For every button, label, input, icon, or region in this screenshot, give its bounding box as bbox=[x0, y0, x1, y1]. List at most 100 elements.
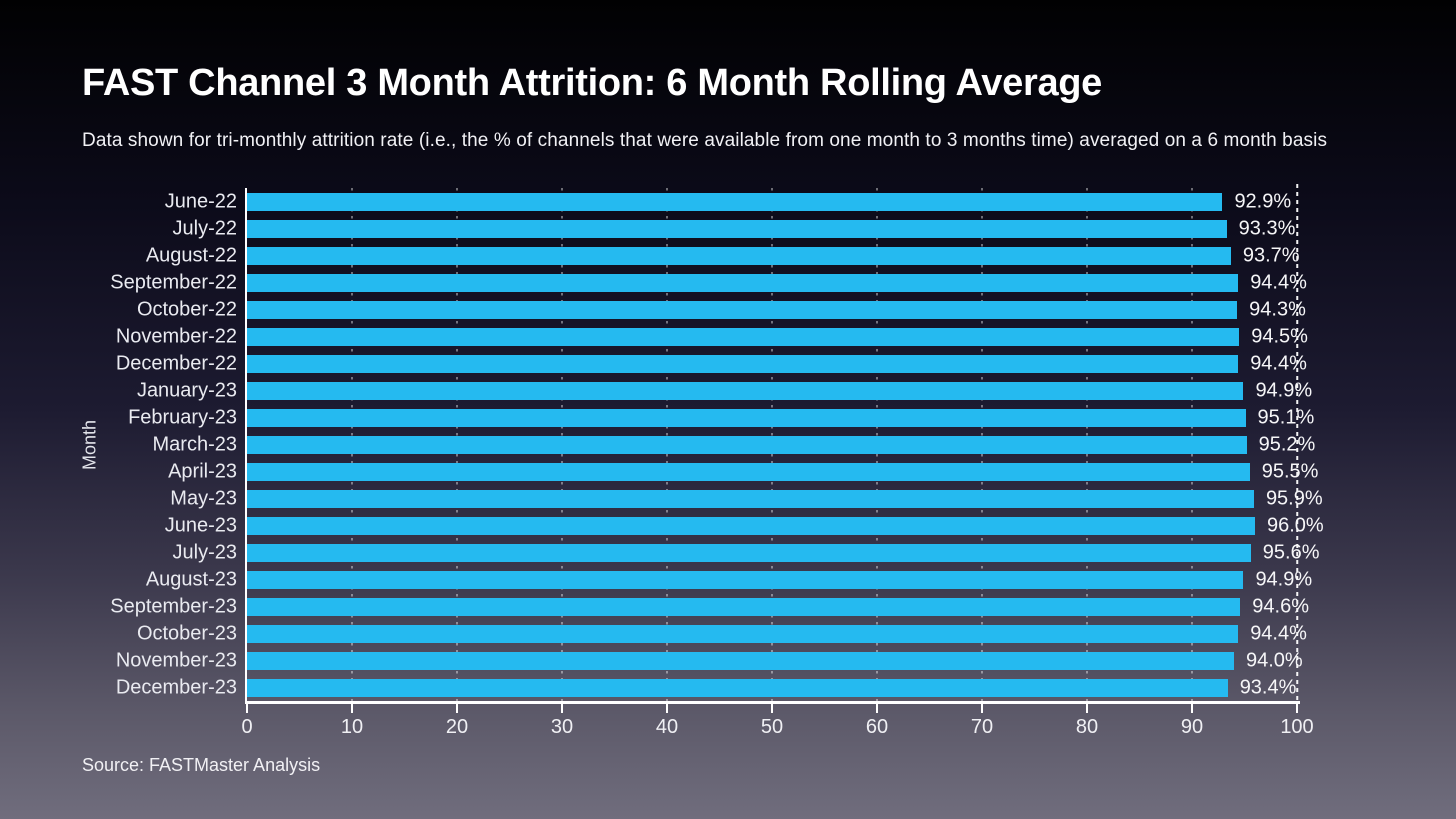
category-label: January-23 bbox=[136, 379, 237, 401]
bar-row: June-22 92.9% bbox=[165, 188, 1297, 215]
category-label: March-23 bbox=[152, 433, 237, 455]
value-label: 94.4% bbox=[1250, 622, 1307, 644]
page-title: FAST Channel 3 Month Attrition: 6 Month … bbox=[82, 62, 1103, 104]
value-label: 96.0% bbox=[1267, 514, 1324, 536]
bar bbox=[247, 624, 1239, 643]
x-tick-mark bbox=[1191, 704, 1193, 713]
x-tick-label: 80 bbox=[1075, 716, 1099, 738]
bar bbox=[247, 408, 1246, 427]
value-label: 92.9% bbox=[1234, 190, 1292, 212]
bar-row: August-22 93.7% bbox=[146, 242, 1300, 269]
x-tick-mark bbox=[561, 704, 563, 713]
value-label: 93.7% bbox=[1242, 244, 1300, 266]
x-tick-label: 30 bbox=[550, 716, 574, 738]
x-axis: 0 10 20 30 40 50 60 70 80 90 100 bbox=[241, 701, 1314, 751]
bar bbox=[247, 462, 1250, 481]
bar-row: September-22 94.4% bbox=[110, 269, 1307, 296]
category-label: July-23 bbox=[172, 541, 237, 563]
category-label: August-22 bbox=[145, 244, 237, 266]
bar bbox=[247, 597, 1241, 616]
value-label: 94.6% bbox=[1252, 595, 1310, 617]
value-label: 95.1% bbox=[1257, 406, 1315, 428]
x-tick-mark bbox=[1296, 704, 1298, 713]
x-tick-mark bbox=[771, 704, 773, 713]
x-tick-mark bbox=[666, 704, 668, 713]
bar bbox=[247, 678, 1228, 697]
bar bbox=[247, 435, 1247, 454]
bar-row: May-23 95.9% bbox=[170, 485, 1322, 512]
x-axis-line bbox=[245, 701, 1300, 704]
bar-row: December-22 94.4% bbox=[116, 350, 1307, 377]
category-label: July-22 bbox=[172, 217, 237, 239]
category-label: September-23 bbox=[110, 595, 237, 617]
reference-line-100 bbox=[1296, 184, 1298, 701]
x-tick-mark bbox=[246, 704, 248, 713]
bar-row: January-23 94.9% bbox=[137, 377, 1312, 404]
category-label: May-23 bbox=[170, 487, 237, 509]
bar bbox=[247, 246, 1231, 265]
category-label: November-22 bbox=[115, 325, 237, 347]
value-label: 95.5% bbox=[1261, 460, 1319, 482]
category-label: November-23 bbox=[115, 649, 237, 671]
value-label: 95.6% bbox=[1262, 541, 1320, 563]
bar bbox=[247, 354, 1239, 373]
bar-row: March-23 95.2% bbox=[153, 431, 1316, 458]
bar bbox=[247, 516, 1255, 535]
bar bbox=[247, 300, 1238, 319]
bar-row: April-23 95.5% bbox=[168, 458, 1318, 485]
x-tick-label: 10 bbox=[340, 716, 364, 738]
x-tick-label: 0 bbox=[241, 716, 253, 738]
category-label: February-23 bbox=[128, 406, 237, 428]
x-tick-label: 100 bbox=[1280, 716, 1314, 738]
value-label: 93.4% bbox=[1239, 676, 1297, 698]
x-tick-label: 40 bbox=[655, 716, 679, 738]
value-label: 94.9% bbox=[1255, 568, 1313, 590]
category-label: October-23 bbox=[136, 622, 237, 644]
category-label: December-23 bbox=[115, 676, 237, 698]
value-label: 94.0% bbox=[1246, 649, 1303, 671]
bar-row: August-23 94.9% bbox=[146, 566, 1312, 593]
bar bbox=[247, 651, 1234, 670]
bar bbox=[247, 489, 1254, 508]
category-label: September-22 bbox=[110, 271, 237, 293]
bar bbox=[247, 570, 1244, 589]
bar-row: February-23 95.1% bbox=[128, 404, 1314, 431]
bar-row: October-23 94.4% bbox=[137, 620, 1307, 647]
value-label: 94.4% bbox=[1250, 271, 1307, 293]
category-label: June-22 bbox=[164, 190, 237, 212]
value-label: 95.2% bbox=[1258, 433, 1316, 455]
source-text: Source: FASTMaster Analysis bbox=[82, 755, 321, 775]
category-label: August-23 bbox=[145, 568, 237, 590]
category-label: December-22 bbox=[115, 352, 237, 374]
x-tick-label: 20 bbox=[445, 716, 469, 738]
value-label: 94.9% bbox=[1255, 379, 1313, 401]
y-axis-title: Month bbox=[79, 419, 100, 470]
bar bbox=[247, 192, 1223, 211]
bar-row: November-22 94.5% bbox=[116, 323, 1308, 350]
category-label: June-23 bbox=[164, 514, 237, 536]
bar-row: October-22 94.3% bbox=[137, 296, 1306, 323]
bar-row: September-23 94.6% bbox=[110, 593, 1309, 620]
category-label: April-23 bbox=[168, 460, 237, 482]
bar-row: June-23 96.0% bbox=[165, 512, 1324, 539]
x-tick-label: 60 bbox=[865, 716, 889, 738]
value-label: 94.4% bbox=[1250, 352, 1307, 374]
x-tick-mark bbox=[876, 704, 878, 713]
x-tick-label: 50 bbox=[760, 716, 784, 738]
y-axis-line bbox=[245, 188, 247, 703]
bar bbox=[247, 543, 1251, 562]
plot-area: June-22 92.9% July-22 93.3% August-22 93… bbox=[110, 184, 1324, 704]
x-tick-label: 90 bbox=[1180, 716, 1204, 738]
value-label: 95.9% bbox=[1265, 487, 1323, 509]
x-tick-mark bbox=[456, 704, 458, 713]
bar-row: November-23 94.0% bbox=[116, 647, 1303, 674]
x-tick-mark bbox=[1086, 704, 1088, 713]
x-tick-mark bbox=[981, 704, 983, 713]
bar-rows: June-22 92.9% July-22 93.3% August-22 93… bbox=[110, 188, 1324, 701]
value-label: 94.5% bbox=[1251, 325, 1308, 347]
x-tick-mark bbox=[351, 704, 353, 713]
bar bbox=[247, 273, 1239, 292]
bar-row: July-22 93.3% bbox=[173, 215, 1297, 242]
x-tick-label: 70 bbox=[970, 716, 994, 738]
